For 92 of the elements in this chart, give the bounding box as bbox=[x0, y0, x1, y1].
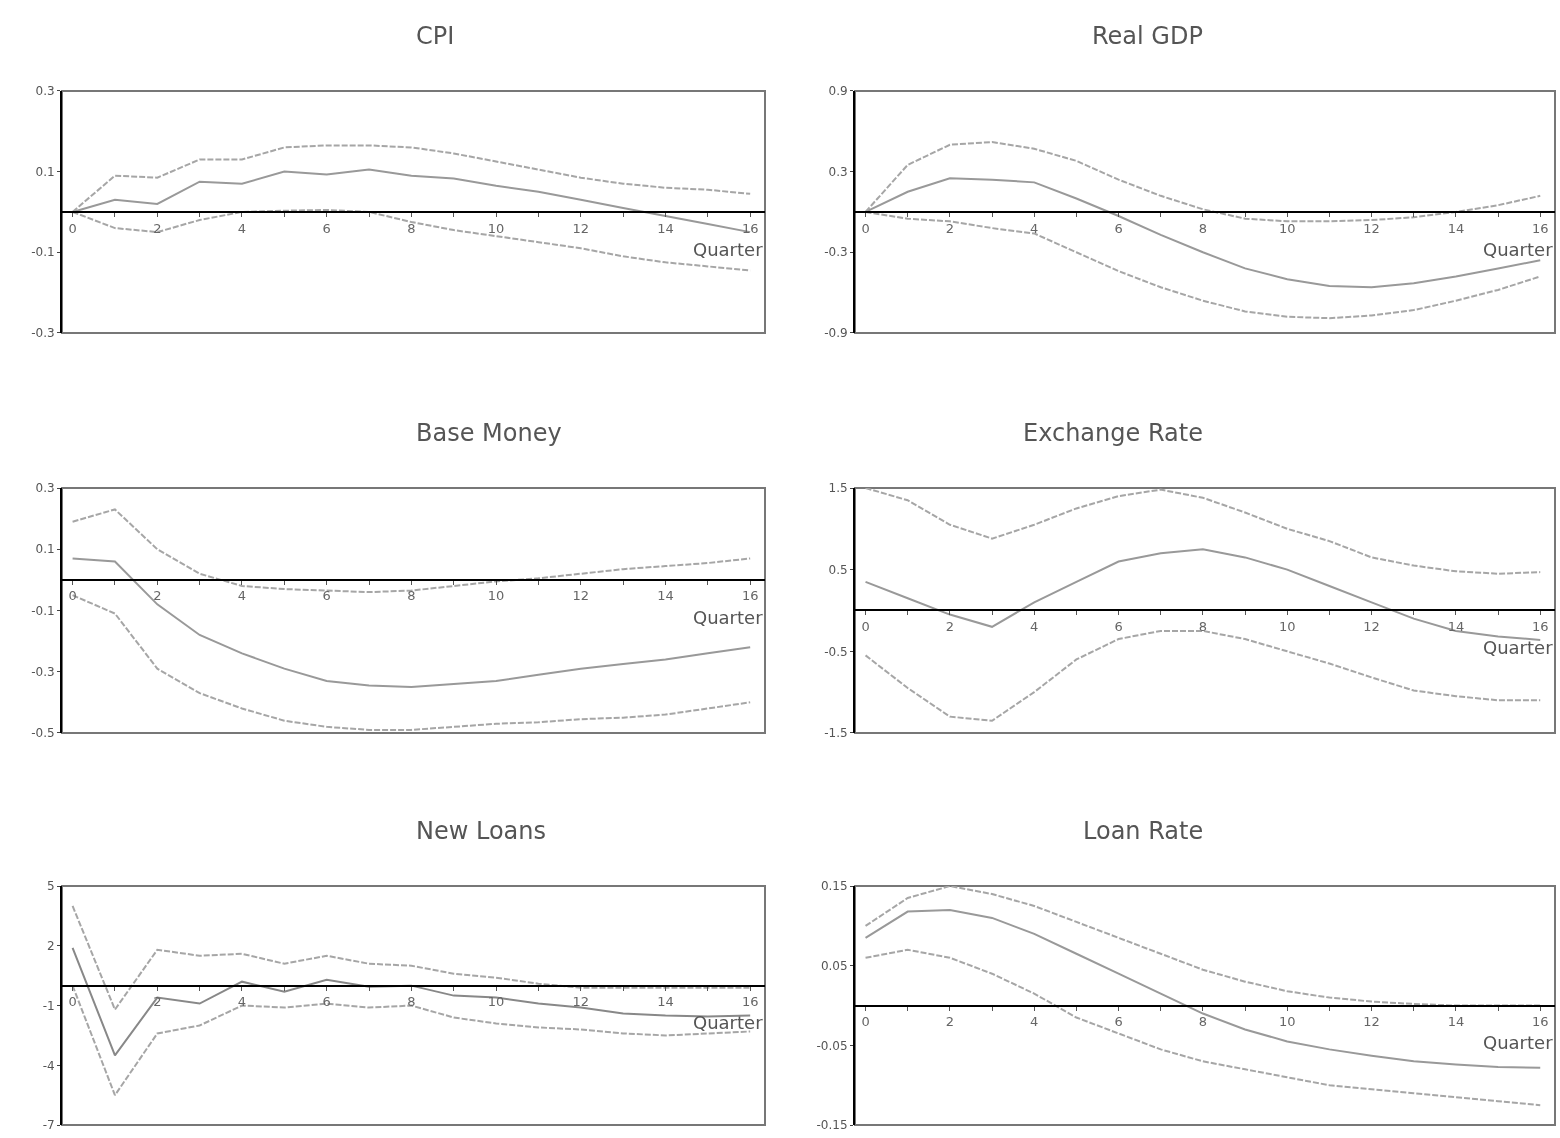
x-tick-label: 6 bbox=[322, 220, 331, 236]
y-tick-label: 0.3 bbox=[828, 164, 848, 179]
y-tick-label: -0.5 bbox=[824, 644, 848, 659]
y-tick-label: 0.1 bbox=[35, 164, 55, 179]
chart-title: Exchange Rate bbox=[1023, 419, 1203, 447]
y-tick-label: -1 bbox=[42, 998, 55, 1013]
chart-title: Loan Rate bbox=[1083, 817, 1204, 845]
x-tick-label: 0 bbox=[861, 220, 870, 236]
x-tick-label: 6 bbox=[1114, 1014, 1123, 1030]
y-tick-label: 0.9 bbox=[828, 84, 848, 99]
y-tick-label: -0.9 bbox=[824, 326, 848, 341]
x-tick-label: 8 bbox=[1198, 220, 1208, 236]
x-axis-title: Quarter bbox=[1483, 637, 1554, 658]
x-tick-label: 0 bbox=[68, 588, 77, 604]
x-tick-label: 4 bbox=[1030, 220, 1039, 236]
x-tick-label: 8 bbox=[1198, 619, 1208, 635]
x-axis-title: Quarter bbox=[693, 239, 764, 260]
y-tick-label: -0.3 bbox=[31, 664, 55, 679]
y-tick-label: -0.1 bbox=[31, 603, 55, 618]
x-tick-label: 12 bbox=[1363, 619, 1380, 635]
x-tick-label: 16 bbox=[1531, 220, 1549, 236]
x-tick-label: 10 bbox=[487, 588, 505, 604]
y-tick-label: -0.3 bbox=[31, 326, 55, 341]
x-tick-label: 14 bbox=[1447, 1014, 1465, 1030]
x-tick-label: 16 bbox=[1531, 1014, 1549, 1030]
x-tick-label: 0 bbox=[68, 994, 77, 1010]
y-tick-label: -0.1 bbox=[31, 245, 55, 260]
y-tick-label: -0.15 bbox=[816, 1118, 848, 1133]
y-tick-label: -1.5 bbox=[824, 726, 848, 741]
x-tick-label: 10 bbox=[487, 994, 505, 1010]
x-tick-label: 0 bbox=[861, 1014, 870, 1030]
y-tick-label: -4 bbox=[42, 1058, 55, 1073]
x-tick-label: 12 bbox=[572, 588, 590, 604]
y-tick-label: -0.05 bbox=[816, 1038, 848, 1053]
x-tick-label: 10 bbox=[1278, 220, 1296, 236]
x-tick-label: 16 bbox=[1531, 619, 1549, 635]
x-axis-title: Quarter bbox=[693, 1012, 764, 1033]
x-tick-label: 2 bbox=[153, 220, 162, 236]
chart-title: CPI bbox=[416, 22, 455, 50]
x-tick-label: 12 bbox=[1363, 1014, 1380, 1030]
y-tick-label: -0.3 bbox=[824, 245, 848, 260]
x-tick-label: 12 bbox=[572, 994, 590, 1010]
x-tick-label: 4 bbox=[1030, 619, 1039, 635]
x-tick-label: 4 bbox=[237, 588, 247, 604]
x-tick-label: 2 bbox=[153, 588, 162, 604]
x-tick-label: 14 bbox=[1447, 619, 1465, 635]
x-tick-label: 4 bbox=[1030, 1014, 1039, 1030]
x-axis-title: Quarter bbox=[693, 607, 764, 628]
y-tick-label: -7 bbox=[42, 1118, 55, 1133]
x-tick-label: 2 bbox=[945, 220, 955, 236]
y-tick-label: 0.05 bbox=[820, 958, 848, 973]
x-tick-label: 16 bbox=[741, 994, 759, 1010]
x-tick-label: 16 bbox=[741, 220, 759, 236]
x-tick-label: 4 bbox=[237, 220, 247, 236]
x-tick-label: 8 bbox=[407, 588, 416, 604]
y-tick-label: 0.15 bbox=[820, 879, 848, 894]
x-tick-label: 14 bbox=[657, 220, 674, 236]
x-tick-label: 10 bbox=[1278, 619, 1296, 635]
x-tick-label: 12 bbox=[1363, 220, 1380, 236]
x-tick-label: 14 bbox=[657, 588, 674, 604]
x-tick-label: 6 bbox=[322, 994, 331, 1010]
x-tick-label: 14 bbox=[1447, 220, 1465, 236]
y-tick-label: 1.5 bbox=[828, 481, 848, 496]
y-tick-label: 0.1 bbox=[35, 542, 55, 557]
x-tick-label: 10 bbox=[487, 220, 505, 236]
x-tick-label: 2 bbox=[945, 1014, 955, 1030]
chart-title: Real GDP bbox=[1092, 22, 1203, 50]
y-tick-label: 5 bbox=[46, 879, 55, 894]
line-series bbox=[864, 488, 1542, 575]
x-tick-label: 0 bbox=[68, 220, 77, 236]
x-tick-label: 6 bbox=[1114, 220, 1123, 236]
x-tick-label: 0 bbox=[861, 619, 870, 635]
x-tick-label: 4 bbox=[237, 994, 247, 1010]
y-tick-label: 0.3 bbox=[35, 481, 55, 496]
chart-title: New Loans bbox=[416, 817, 547, 845]
x-tick-label: 8 bbox=[1198, 1014, 1208, 1030]
x-tick-label: 2 bbox=[945, 619, 955, 635]
x-axis-title: Quarter bbox=[1483, 239, 1554, 260]
x-tick-label: 14 bbox=[657, 994, 674, 1010]
x-tick-label: 10 bbox=[1278, 1014, 1296, 1030]
y-tick-label: 0.5 bbox=[828, 562, 848, 577]
y-tick-label: 2 bbox=[46, 939, 55, 954]
x-tick-label: 12 bbox=[572, 220, 590, 236]
x-tick-label: 2 bbox=[153, 994, 162, 1010]
x-tick-label: 16 bbox=[741, 588, 759, 604]
x-axis-title: Quarter bbox=[1483, 1032, 1554, 1053]
x-tick-label: 6 bbox=[322, 588, 331, 604]
y-tick-label: 0.3 bbox=[35, 84, 55, 99]
x-tick-label: 8 bbox=[407, 220, 416, 236]
y-tick-label: -0.5 bbox=[31, 726, 55, 741]
chart-title: Base Money bbox=[416, 419, 562, 447]
x-tick-label: 6 bbox=[1114, 619, 1123, 635]
